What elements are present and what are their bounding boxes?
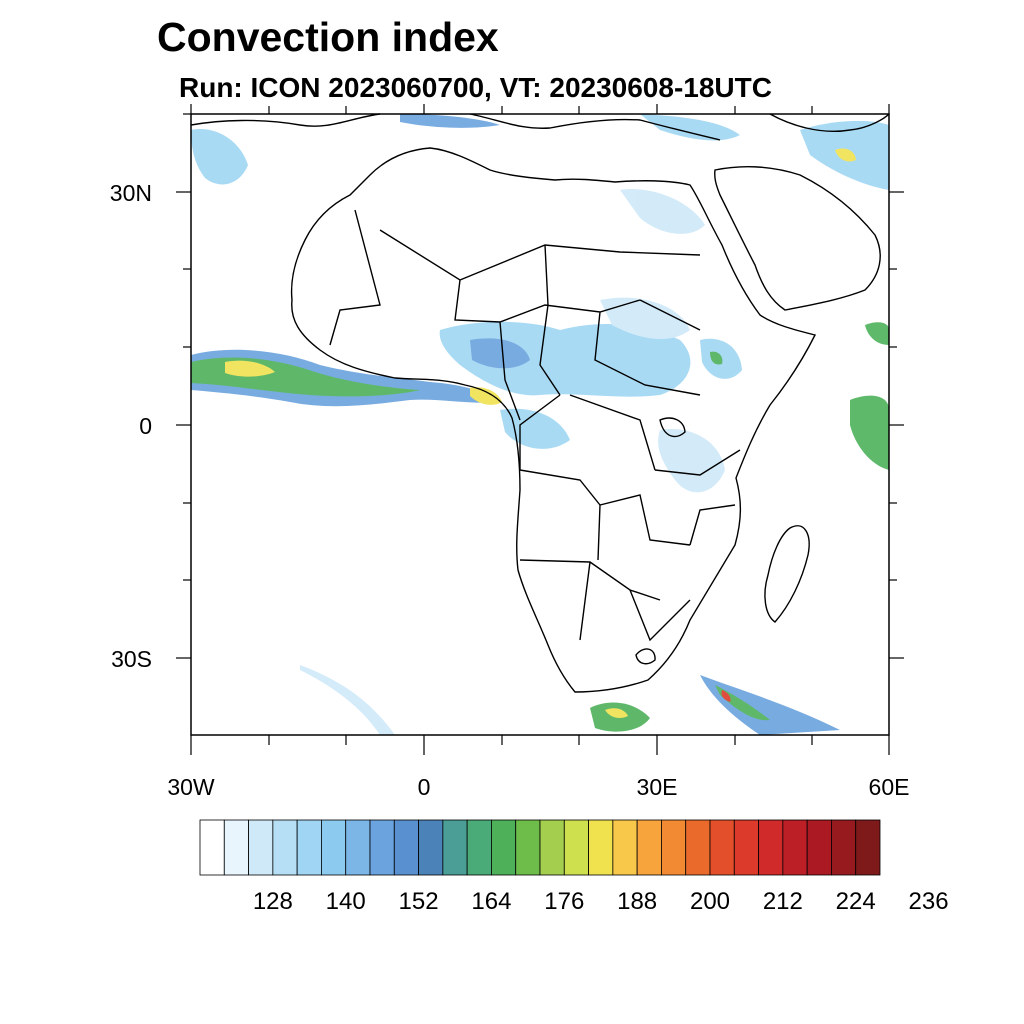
colorbar-box [491, 819, 517, 876]
colorbar-box [345, 819, 371, 876]
convection-region-south-atlantic [300, 665, 395, 735]
colorbar-label: 224 [835, 888, 876, 915]
lon-label-30w: 30W [167, 774, 215, 800]
map-title: Convection index [157, 14, 499, 60]
convection-region-guinea-coast [470, 387, 502, 405]
map-subtitle: Run: ICON 2023060700, VT: 20230608-18UTC [179, 72, 772, 103]
convection-region-indian-ocean [850, 395, 889, 470]
colorbar-label: 212 [762, 888, 803, 915]
colorbar-box [685, 819, 711, 876]
colorbar-box [855, 819, 881, 876]
africa-outline [290, 147, 817, 693]
country-borders [329, 209, 741, 642]
coastlines [190, 113, 890, 693]
madagascar-outline [764, 525, 810, 623]
convection-region-iberia [191, 129, 248, 185]
lat-ticks [176, 113, 904, 659]
colorbar-label: 200 [689, 888, 731, 915]
convection-region-southern-ocean-green [715, 685, 770, 721]
lon-label-0: 0 [417, 774, 431, 800]
colorbar-box [442, 819, 468, 876]
lon-label-60e: 60E [868, 774, 910, 800]
europe-coast [190, 113, 890, 141]
colorbar-box [806, 819, 832, 876]
arabia-outline [714, 166, 881, 311]
colorbar-box [369, 819, 395, 876]
colorbar-box [563, 819, 589, 876]
convection-region-ethiopia-green [710, 351, 723, 365]
convection-shading [191, 114, 889, 735]
convection-region-sudan [600, 297, 690, 340]
colorbar-box [733, 819, 759, 876]
colorbar-label: 176 [544, 888, 585, 915]
colorbar-box [199, 819, 225, 876]
lesotho-outline [635, 648, 656, 665]
colorbar-label: 140 [325, 888, 366, 915]
colorbar-box [515, 819, 541, 876]
colorbar-box [636, 819, 662, 876]
colorbar-box [709, 819, 735, 876]
colorbar-box [539, 819, 565, 876]
lat-label-30n: 30N [109, 180, 152, 206]
colorbar-box [758, 819, 784, 876]
colorbar-box [418, 819, 444, 876]
colorbar-box [393, 819, 419, 876]
colorbar-box [466, 819, 492, 876]
lon-ticks [190, 104, 890, 755]
convection-region-east-africa [658, 429, 725, 493]
colorbar-box [831, 819, 857, 876]
colorbar-label: 188 [617, 888, 658, 915]
colorbar [199, 819, 881, 876]
convection-region-central [470, 338, 530, 369]
convection-region-cape-yellow [605, 708, 628, 718]
convection-region-congo [500, 408, 570, 449]
colorbar-box [588, 819, 614, 876]
convection-region-atlantic-yellow [225, 360, 275, 377]
convection-region-balkans [640, 114, 740, 141]
colorbar-label: 128 [252, 888, 293, 915]
convection-region-southern-ocean-red [721, 690, 731, 702]
colorbar-label: 152 [398, 888, 439, 915]
lat-label-30s: 30S [111, 646, 152, 672]
convection-region-nile [620, 189, 705, 234]
convection-region-caucasus-yellow [835, 148, 856, 162]
convection-region-southern-ocean [700, 675, 840, 735]
colorbar-box [321, 819, 347, 876]
colorbar-box [296, 819, 322, 876]
lat-label-0: 0 [139, 413, 152, 439]
colorbar-label: 236 [908, 888, 949, 915]
colorbar-box [248, 819, 274, 876]
colorbar-box [223, 819, 249, 876]
colorbar-box [272, 819, 298, 876]
colorbar-box [612, 819, 638, 876]
convection-region-indian-ocean-north [865, 322, 889, 345]
colorbar-box [782, 819, 808, 876]
colorbar-label: 164 [471, 888, 512, 915]
convection-region-europe [400, 114, 500, 128]
lake-victoria [659, 417, 686, 438]
colorbar-box [661, 819, 687, 876]
lon-label-30e: 30E [636, 774, 678, 800]
